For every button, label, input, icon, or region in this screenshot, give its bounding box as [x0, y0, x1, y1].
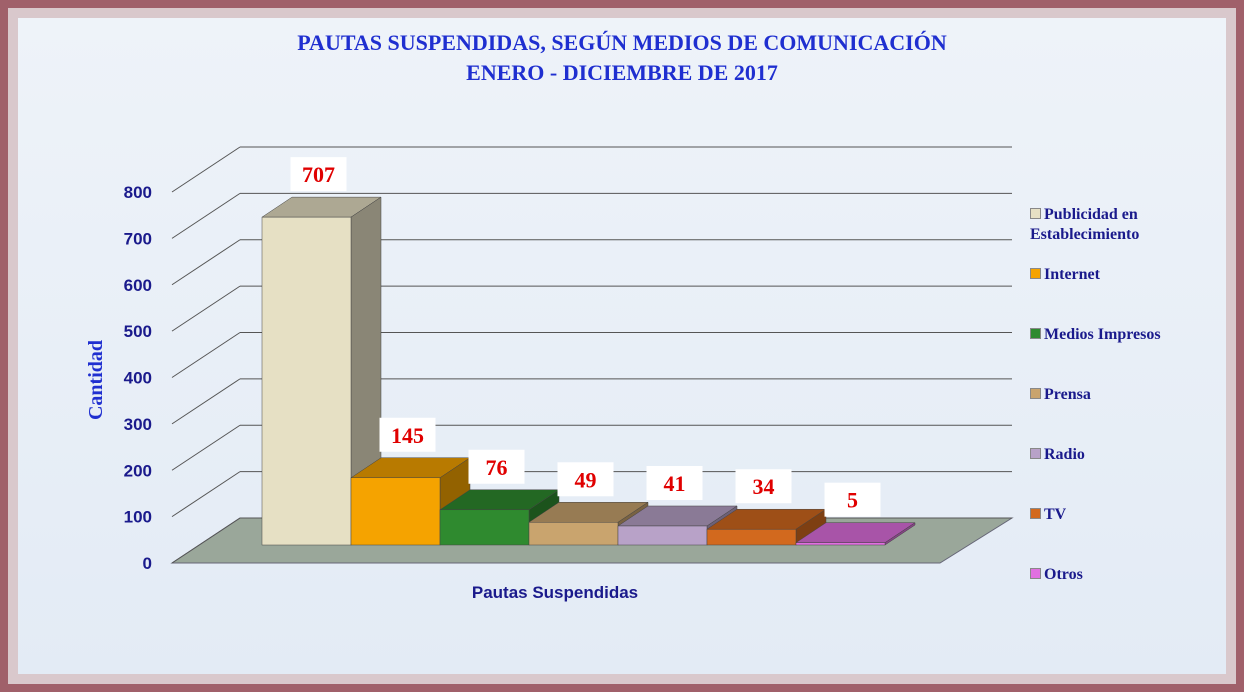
chart: PAUTAS SUSPENDIDAS, SEGÚN MEDIOS DE COMU…	[0, 0, 1244, 692]
value-label: 41	[664, 471, 686, 496]
legend-item: Radio	[1030, 445, 1220, 465]
legend-swatch	[1030, 508, 1041, 519]
legend-item: TV	[1030, 505, 1220, 525]
y-tick-label: 100	[124, 508, 152, 527]
legend-swatch	[1030, 448, 1041, 459]
legend-label: Prensa	[1044, 386, 1091, 403]
bar	[262, 217, 351, 545]
legend-label: Radio	[1044, 446, 1085, 463]
y-tick-label: 600	[124, 276, 152, 295]
y-tick-label: 200	[124, 461, 152, 480]
legend-label: Publicidad en Establecimiento	[1030, 206, 1139, 243]
y-tick-label: 300	[124, 415, 152, 434]
bar	[529, 522, 618, 545]
value-label: 5	[847, 488, 858, 513]
legend-label: Otros	[1044, 566, 1083, 583]
legend-swatch	[1030, 208, 1041, 219]
bar	[796, 543, 885, 545]
legend-swatch	[1030, 388, 1041, 399]
y-tick-label: 800	[124, 183, 152, 202]
legend-item: Medios Impresos	[1030, 325, 1220, 345]
bar	[618, 526, 707, 545]
chart-subtitle: ENERO - DICIEMBRE DE 2017	[466, 60, 778, 85]
y-tick-label: 400	[124, 369, 152, 388]
x-axis-label: Pautas Suspendidas	[472, 583, 638, 602]
value-label: 49	[575, 467, 597, 492]
chart-title: PAUTAS SUSPENDIDAS, SEGÚN MEDIOS DE COMU…	[297, 30, 947, 55]
legend-swatch	[1030, 328, 1041, 339]
value-label: 34	[753, 474, 775, 499]
legend-item: Internet	[1030, 265, 1220, 285]
page: {"chart_data": {"type": "bar3d", "title"…	[0, 0, 1244, 692]
legend-item: Otros	[1030, 565, 1220, 585]
legend-swatch	[1030, 268, 1041, 279]
value-label: 707	[302, 162, 335, 187]
legend-swatch	[1030, 568, 1041, 579]
value-label: 145	[391, 423, 424, 448]
y-tick-label: 500	[124, 322, 152, 341]
legend-label: TV	[1044, 506, 1066, 523]
y-tick-label: 0	[143, 554, 152, 573]
y-tick-label: 700	[124, 229, 152, 248]
bar	[707, 529, 796, 545]
legend-label: Internet	[1044, 266, 1100, 283]
legend-label: Medios Impresos	[1044, 326, 1161, 343]
value-label: 76	[486, 455, 508, 480]
legend-item: Prensa	[1030, 385, 1220, 405]
bar	[351, 478, 440, 545]
bar	[440, 510, 529, 545]
y-axis-label: Cantidad	[85, 340, 107, 420]
legend-item: Publicidad en Establecimiento	[1030, 205, 1220, 245]
